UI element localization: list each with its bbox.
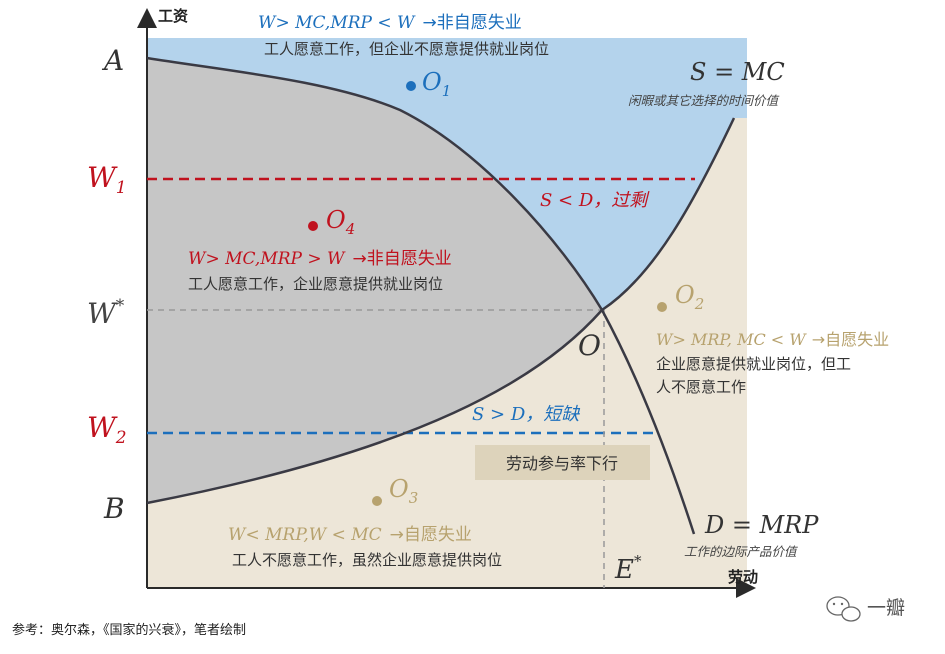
point-o4-marker [308,221,318,231]
demand-curve [146,56,696,535]
point-o2-marker [657,302,667,312]
supply-curve [146,117,736,505]
region-top-desc: 工人愿意工作，但企业不愿意提供就业岗位 [264,40,549,58]
region-bottom-desc: 工人不愿意工作，虽然企业愿意提供岗位 [232,551,502,569]
region-right-desc-2: 人不愿意工作 [656,378,746,396]
supply-curve-label: S = MC [690,58,785,86]
tick-label-a: A [101,44,124,77]
shortage-annotation: S > D，短缺 [472,404,580,425]
watermark-text: 一瓣 [867,597,905,619]
region-left-desc: 工人愿意工作，企业愿意提供就业岗位 [188,275,443,293]
tick-label-w2: W2 [87,411,127,448]
region-blue-top [147,38,747,310]
demand-curve-note: 工作的边际产品价值 [684,544,798,559]
point-o1-marker [406,81,416,91]
region-right-desc-1: 企业愿意提供就业岗位，但工 [656,355,851,373]
y-axis-title: 工资 [158,7,188,25]
region-gray-left [147,58,602,503]
tick-label-estar: E* [614,552,642,585]
participation-box [475,445,650,480]
supply-curve-note: 闲暇或其它选择的时间价值 [628,93,780,108]
x-axis-title: 劳动 [728,568,758,586]
point-o3-label: O3 [389,475,418,507]
region-right-condition: W> MRP, MC < W →自愿失业 [656,330,889,349]
point-o1-label: O1 [422,68,451,100]
region-bottom-condition: W< MRP,W < MC →自愿失业 [228,525,472,545]
tick-label-w1: W1 [87,161,127,198]
region-top-condition: W> MC,MRP < W →非自愿失业 [258,13,522,33]
tick-label-wstar: W* [87,296,125,330]
demand-curve-label: D = MRP [704,511,819,539]
point-o2-label: O2 [675,281,704,313]
wechat-icon [826,596,861,622]
region-left-condition: W> MC,MRP > W →非自愿失业 [188,249,452,269]
equilibrium-label: O [578,329,601,362]
surplus-annotation: S < D，过剩 [540,190,650,211]
point-o3-marker [372,496,382,506]
participation-label: 劳动参与率下行 [506,454,618,473]
point-o4-label: O4 [326,206,355,238]
source-caption: 参考：奥尔森，《国家的兴衰》，笔者绘制 [12,622,246,638]
tick-label-b: B [103,492,125,525]
